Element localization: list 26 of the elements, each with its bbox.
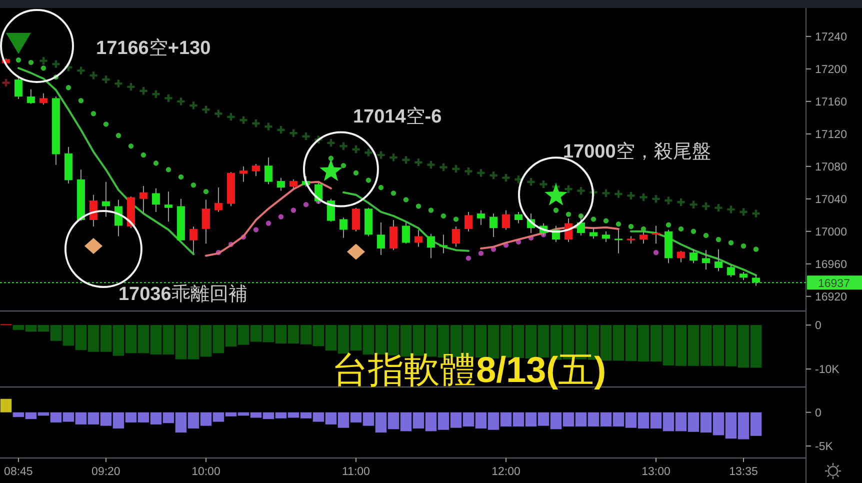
- x-tick-label: 08:45: [4, 466, 33, 478]
- y-tick-label: 17200: [815, 64, 847, 76]
- x-tick-label: 09:20: [92, 466, 120, 478]
- y-tick-label: -5K: [815, 441, 834, 454]
- x-tick-label: 10:00: [192, 466, 220, 478]
- y-tick-label: 0: [815, 407, 822, 420]
- y-tick-label: 0: [815, 320, 822, 332]
- x-tick-label: 13:00: [642, 466, 670, 478]
- ref-line-label: 16937: [818, 278, 850, 290]
- x-tick-label: 11:00: [342, 466, 370, 478]
- y-tick-label: 17040: [815, 194, 847, 206]
- annotation: 17000空，殺尾盤: [562, 140, 711, 163]
- x-tick-label: 13:35: [729, 466, 758, 478]
- annotation: 17014空-6: [352, 105, 442, 128]
- y-tick-label: 17240: [815, 31, 847, 44]
- annotation: 17166空+130: [96, 37, 211, 59]
- x-tick-label: 12:00: [492, 466, 520, 478]
- annotation: 17036乖離回補: [118, 284, 248, 306]
- y-tick-label: 17120: [815, 128, 847, 141]
- y-tick-label: 16960: [815, 258, 847, 271]
- y-tick-label: 16920: [815, 291, 847, 304]
- text: 台指軟體8/13(五): [332, 349, 606, 390]
- y-tick-label: -10K: [815, 364, 840, 376]
- y-tick-label: 17080: [815, 161, 847, 174]
- y-tick-label: 17160: [815, 96, 847, 108]
- y-tick-label: 17000: [815, 226, 847, 238]
